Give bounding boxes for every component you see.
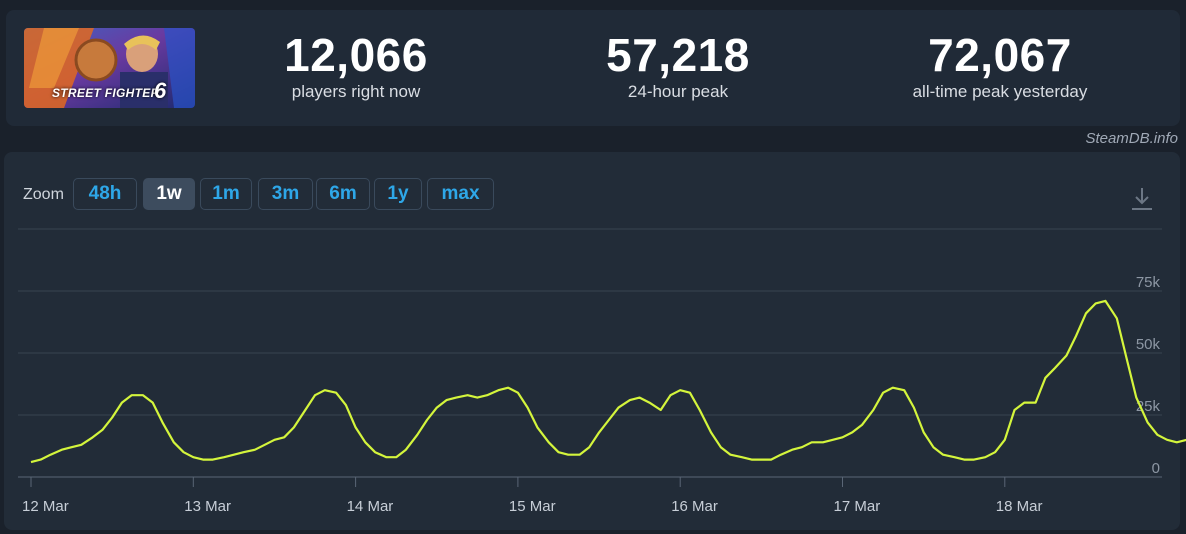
zoom-label: Zoom [23, 186, 64, 203]
game-thumbnail[interactable]: STREET FIGHTER 6 [24, 28, 195, 108]
zoom-1w-button[interactable]: 1w [143, 178, 195, 210]
stat-24h-peak: 57,218 24-hour peak [558, 30, 798, 102]
stat-current-players: 12,066 players right now [236, 30, 476, 102]
game-logo-numeral: 6 [154, 78, 167, 103]
steamdb-credit[interactable]: SteamDB.info [1085, 130, 1178, 147]
series-line-players [30, 299, 1186, 464]
stats-panel: STREET FIGHTER 6 12,066 players right no… [6, 10, 1180, 126]
download-icon[interactable] [1130, 186, 1154, 212]
zoom-6m-button[interactable]: 6m [316, 178, 370, 210]
x-tick-label: 18 Mar [996, 498, 1043, 515]
x-tick-label: 17 Mar [834, 498, 881, 515]
x-tick-label: 16 Mar [671, 498, 718, 515]
zoom-max-button[interactable]: max [427, 178, 494, 210]
zoom-3m-button[interactable]: 3m [258, 178, 313, 210]
chart-panel: Zoom 48h 1w 1m 3m 6m 1y max [4, 152, 1180, 530]
chart-grid [18, 228, 1162, 478]
stat-all-time-peak: 72,067 all-time peak yesterday [860, 30, 1140, 102]
y-tick-label: 0 [1152, 460, 1160, 477]
stat-value: 12,066 [284, 29, 428, 81]
stat-label: all-time peak yesterday [912, 82, 1088, 101]
stat-label: players right now [291, 82, 421, 101]
stat-value: 57,218 [606, 29, 750, 81]
x-tick-label: 13 Mar [184, 498, 231, 515]
zoom-1y-button[interactable]: 1y [374, 178, 422, 210]
y-tick-label: 75k [1136, 274, 1161, 291]
x-axis: 12 Mar 13 Mar 14 Mar 15 Mar 16 Mar 17 Mar 18 M… [22, 477, 1042, 515]
zoom-48h-button[interactable]: 48h [73, 178, 137, 210]
y-tick-label: 50k [1136, 336, 1161, 353]
x-tick-label: 14 Mar [347, 498, 394, 515]
stat-value: 72,067 [928, 29, 1072, 81]
game-logo-text: STREET FIGHTER [52, 86, 160, 100]
stat-label: 24-hour peak [627, 82, 729, 101]
x-tick-label: 15 Mar [509, 498, 556, 515]
zoom-1m-button[interactable]: 1m [200, 178, 252, 210]
x-tick-label: 12 Mar [22, 498, 69, 515]
